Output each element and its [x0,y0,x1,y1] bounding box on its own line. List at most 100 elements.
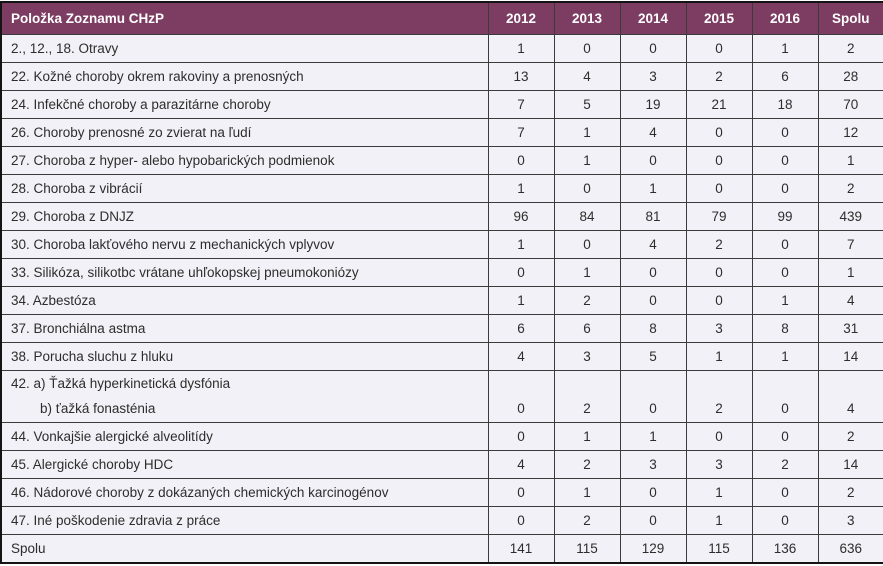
cell-value: 0 [619,33,687,64]
cell-value: 1 [619,421,687,451]
cell-value: 0 [751,477,819,507]
column-header-2013: 2013 [553,1,621,35]
cell-value: 31 [817,314,883,344]
total-cell-value: 115 [685,533,753,564]
cell-value [619,370,687,395]
table-row: 22. Kožné choroby okrem rakoviny a preno… [0,62,883,92]
cell-value: 28 [817,62,883,92]
column-header-2015: 2015 [685,1,753,35]
total-cell-value: 129 [619,533,687,564]
cell-value: 1 [487,230,555,260]
cell-value: 0 [751,146,819,176]
cell-value: 0 [553,33,621,64]
cell-value: 0 [487,146,555,176]
cell-value: 0 [685,33,753,64]
row-label: 46. Nádorové choroby z dokázaných chemic… [0,477,489,507]
column-header-2012: 2012 [487,1,555,35]
cell-value: 14 [817,449,883,479]
cell-value [487,370,555,395]
cell-value: 3 [619,449,687,479]
cell-value: 0 [487,258,555,288]
cell-value: 2 [817,421,883,451]
row-label: 2., 12., 18. Otravy [0,33,489,64]
row-label: 27. Choroba z hyper- alebo hypobarických… [0,146,489,176]
cell-value: 99 [751,202,819,232]
cell-value: 6 [553,314,621,344]
total-cell-value: 636 [817,533,883,564]
cell-value: 13 [487,62,555,92]
cell-value: 439 [817,202,883,232]
cell-value: 0 [619,258,687,288]
cell-value: 3 [685,314,753,344]
cell-value: 0 [685,146,753,176]
table-row: 24. Infekčné choroby a parazitárne choro… [0,90,883,120]
cell-value: 81 [619,202,687,232]
table-row: 37. Bronchiálna astma 6 6 8 3 8 31 [0,314,883,344]
table-row: 46. Nádorové choroby z dokázaných chemic… [0,477,883,507]
table-row: 26. Choroby prenosné zo zvierat na ľudí … [0,118,883,148]
cell-value: 1 [553,146,621,176]
cell-value: 0 [487,394,555,423]
total-cell-value: 115 [553,533,621,564]
cell-value: 0 [487,421,555,451]
cell-value: 18 [751,90,819,120]
cell-value: 1 [817,258,883,288]
cell-value: 3 [553,342,621,372]
cell-value: 12 [817,118,883,148]
cell-value: 7 [487,90,555,120]
cell-value: 6 [487,314,555,344]
cell-value: 5 [553,90,621,120]
cell-value: 3 [685,449,753,479]
table-row: 27. Choroba z hyper- alebo hypobarických… [0,146,883,176]
total-cell-value: 136 [751,533,819,564]
row-label: 47. Iné poškodenie zdravia z práce [0,505,489,535]
cell-value: 5 [619,342,687,372]
cell-value: 4 [817,394,883,423]
cell-value: 0 [487,477,555,507]
cell-value: 8 [751,314,819,344]
table-header-row: Položka Zoznamu CHzP 2012 2013 2014 2015… [0,1,883,35]
cell-value: 1 [553,477,621,507]
cell-value [817,370,883,395]
table-row: 34. Azbestóza 1 2 0 0 1 4 [0,286,883,316]
cell-value: 0 [751,230,819,260]
table-row: 28. Choroba z vibrácií 1 0 1 0 0 2 [0,174,883,204]
cell-value: 8 [619,314,687,344]
column-header-2016: 2016 [751,1,819,35]
row-label: 44. Vonkajšie alergické alveolitídy [0,421,489,451]
cell-value: 19 [619,90,687,120]
row-label: 38. Porucha sluchu z hluku [0,342,489,372]
cell-value: 0 [619,286,687,316]
column-header-label: Položka Zoznamu CHzP [0,1,489,35]
cell-value: 0 [487,505,555,535]
cell-value: 1 [817,146,883,176]
cell-value: 0 [751,421,819,451]
cell-value: 4 [487,449,555,479]
cell-value: 2 [685,62,753,92]
cell-value: 1 [553,258,621,288]
cell-value: 0 [751,505,819,535]
row-label: 22. Kožné choroby okrem rakoviny a preno… [0,62,489,92]
table-row: 45. Alergické choroby HDC 4 2 3 3 2 14 [0,449,883,479]
cell-value: 1 [487,286,555,316]
row-label: 30. Choroba lakťového nervu z mechanický… [0,230,489,260]
cell-value: 0 [685,174,753,204]
cell-value: 2 [553,505,621,535]
cell-value: 0 [685,118,753,148]
table-row: 33. Silikóza, silikotbc vrátane uhľokops… [0,258,883,288]
row-label: 45. Alergické choroby HDC [0,449,489,479]
row-label: 33. Silikóza, silikotbc vrátane uhľokops… [0,258,489,288]
cell-value: 1 [685,342,753,372]
cell-value: 79 [685,202,753,232]
cell-value: 4 [619,118,687,148]
table-row: 2., 12., 18. Otravy 1 0 0 0 1 2 [0,33,883,64]
cell-value: 0 [751,118,819,148]
total-row-label: Spolu [0,533,489,564]
table-total-row: Spolu 141 115 129 115 136 636 [0,533,883,564]
cell-value: 2 [685,230,753,260]
column-header-total: Spolu [817,1,883,35]
cell-value: 7 [487,118,555,148]
cell-value: 2 [817,477,883,507]
cell-value: 1 [487,174,555,204]
cell-value: 4 [553,62,621,92]
